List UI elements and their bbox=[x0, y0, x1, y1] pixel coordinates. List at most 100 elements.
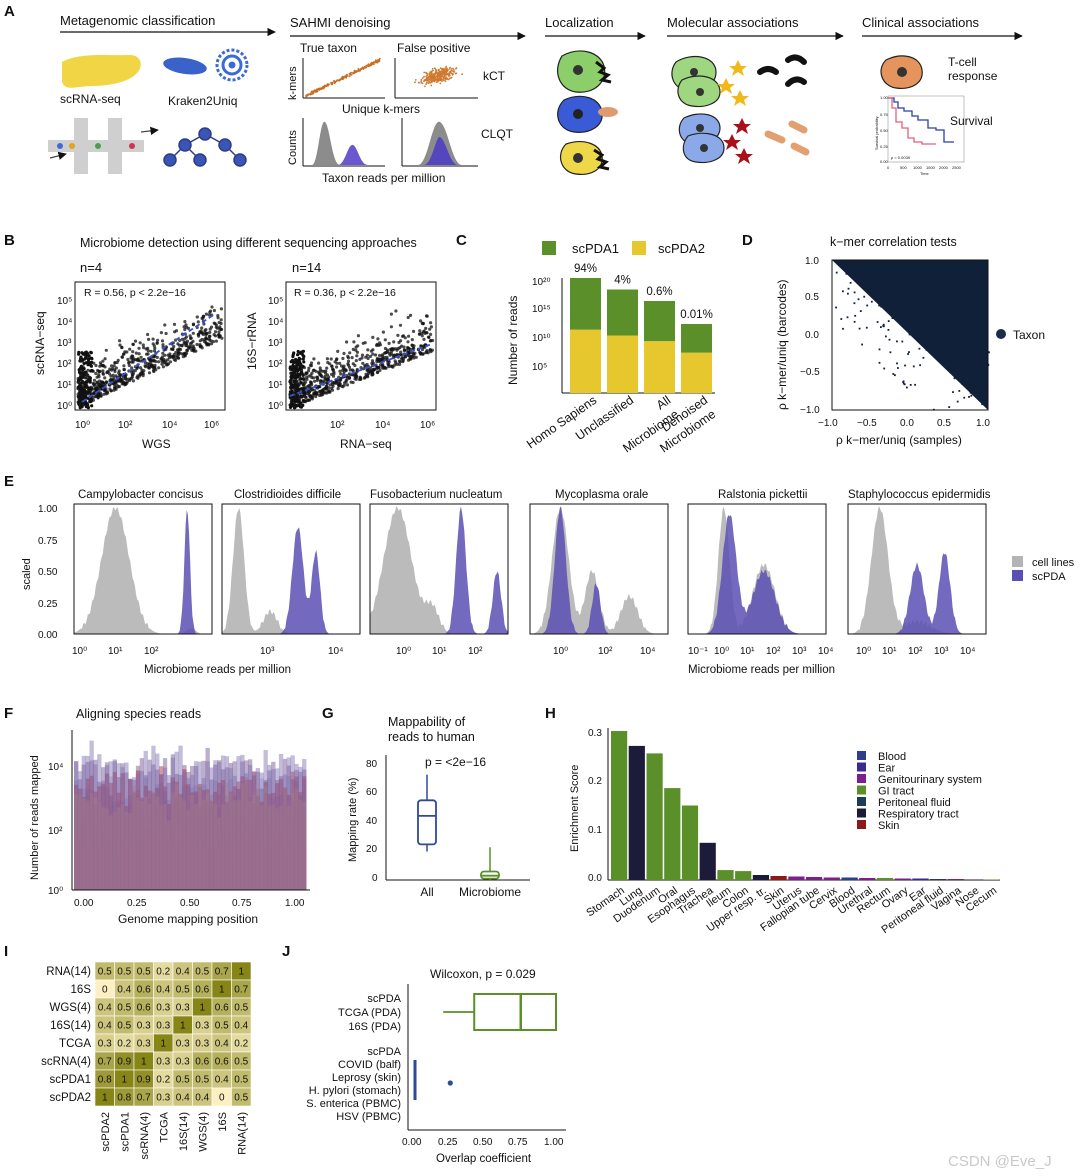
taxon-point bbox=[882, 262, 885, 265]
coverage-bar bbox=[282, 853, 288, 890]
coverage-bar bbox=[174, 797, 179, 890]
taxon-point bbox=[896, 362, 898, 365]
j-group2-label: H. pylori (stomach) bbox=[309, 1085, 401, 1097]
scatter-point bbox=[383, 338, 387, 342]
panel-f-xtick: 1.00 bbox=[285, 898, 305, 909]
panel-c-ytick: 10¹⁵ bbox=[532, 304, 551, 315]
enrichment-bar bbox=[681, 805, 699, 880]
taxon-point bbox=[882, 324, 885, 327]
sahmi-point-false bbox=[414, 79, 417, 81]
taxon-point bbox=[974, 345, 977, 348]
sahmi-point-true bbox=[307, 93, 310, 96]
taxon-point bbox=[900, 297, 903, 300]
sahmi-point-false bbox=[426, 76, 428, 79]
coverage-bar bbox=[302, 810, 307, 890]
heatmap-value: 0.5 bbox=[98, 967, 112, 978]
e-xtick: 10¹ bbox=[432, 646, 447, 657]
taxon-point bbox=[902, 321, 905, 324]
coverage-bar bbox=[282, 774, 288, 890]
coverage-bar bbox=[147, 828, 152, 890]
scatter-point bbox=[112, 376, 116, 380]
scatter-point bbox=[317, 361, 321, 365]
coverage-bar bbox=[294, 763, 299, 890]
panel-h-ytick: 0.3 bbox=[588, 728, 602, 739]
scatter-point bbox=[113, 361, 117, 365]
panel-d-ytick: 1.0 bbox=[805, 256, 819, 267]
scatter-point bbox=[210, 305, 214, 309]
scatter-point bbox=[291, 363, 295, 368]
taxon-point bbox=[969, 391, 972, 394]
j-group2-label: scPDA bbox=[367, 1046, 401, 1058]
heatmap-row-label: scPDA1 bbox=[49, 1074, 91, 1086]
panel-j-letter: J bbox=[282, 943, 290, 960]
panel-d: D k−mer correlation tests ρ k−mer/uniq (… bbox=[742, 232, 1045, 447]
coverage-bar bbox=[104, 773, 110, 890]
coverage-bar bbox=[81, 798, 86, 890]
scatter-point bbox=[351, 380, 355, 385]
panel-g-letter: G bbox=[322, 705, 334, 722]
heatmap-value: 1 bbox=[199, 1003, 205, 1014]
legend-label-scpda1: scPDA1 bbox=[572, 241, 619, 256]
scatter-point bbox=[112, 364, 116, 368]
scatter-point bbox=[377, 343, 381, 347]
pancreas-icon bbox=[62, 54, 141, 88]
coverage-bar bbox=[251, 772, 257, 890]
coverage-bar bbox=[298, 795, 303, 890]
taxon-point bbox=[970, 367, 973, 370]
coverage-bar bbox=[186, 784, 191, 890]
category-label: Microbiome bbox=[459, 885, 521, 899]
taxon-point bbox=[917, 296, 920, 299]
enrichment-bar bbox=[788, 876, 805, 880]
panel-j: J Wilcoxon, p = 0.029 scPDA TCGA (PDA) 1… bbox=[282, 943, 566, 1165]
scatter-point bbox=[294, 357, 298, 362]
km-xtick: 0 bbox=[887, 165, 890, 170]
scatter-point bbox=[166, 362, 170, 366]
sahmi-point-true bbox=[352, 71, 354, 74]
scatter-point bbox=[86, 391, 90, 395]
coverage-bar bbox=[294, 788, 299, 890]
scatter-point bbox=[214, 323, 218, 327]
orange-bacteria-icons bbox=[764, 120, 810, 156]
heatmap-value: 0.3 bbox=[195, 1021, 209, 1032]
coverage-bar bbox=[275, 768, 280, 890]
scatter-point bbox=[212, 308, 216, 313]
scatter-point bbox=[380, 357, 384, 361]
sahmi-point-false bbox=[433, 74, 436, 77]
scatter-point bbox=[148, 365, 152, 369]
coverage-bar bbox=[228, 814, 233, 890]
sahmi-point-false bbox=[451, 70, 454, 72]
scatter-point bbox=[330, 386, 334, 390]
coverage-bar bbox=[89, 760, 94, 890]
coverage-bar bbox=[128, 829, 133, 890]
coverage-bar bbox=[290, 838, 295, 890]
sahmi-point-false bbox=[436, 76, 438, 79]
coverage-bar bbox=[282, 787, 288, 890]
scatter-point bbox=[293, 376, 297, 380]
taxon-point bbox=[868, 262, 871, 265]
e-xtick: 10¹ bbox=[108, 646, 123, 657]
scatter-point bbox=[342, 351, 346, 356]
coverage-bar bbox=[162, 758, 168, 890]
taxon-point bbox=[835, 306, 837, 309]
scatter-point bbox=[388, 353, 392, 357]
scatter-point bbox=[168, 360, 172, 364]
coverage-bar bbox=[205, 761, 210, 890]
legend-swatch bbox=[857, 751, 866, 760]
coverage-bar bbox=[93, 835, 98, 890]
coverage-bar bbox=[286, 806, 291, 890]
heatmap-col-label: scRNA(4) bbox=[139, 1112, 151, 1160]
heatmap-value: 0.8 bbox=[117, 1093, 131, 1104]
scatter-point bbox=[293, 360, 298, 364]
e-xtick: 10⁰ bbox=[72, 646, 87, 657]
panel-d-xlabel: ρ k−mer/uniq (samples) bbox=[836, 433, 962, 447]
scatter-point bbox=[345, 383, 350, 387]
coverage-bar bbox=[190, 837, 195, 890]
taxon-point bbox=[896, 285, 899, 288]
km-xlabel: Time bbox=[920, 171, 930, 176]
taxon-point bbox=[889, 295, 892, 298]
coverage-bar bbox=[232, 761, 237, 890]
panel-e-letter: E bbox=[4, 473, 14, 490]
scatter-point bbox=[314, 395, 318, 399]
scatter-point bbox=[187, 345, 191, 349]
coverage-bar bbox=[97, 800, 102, 890]
